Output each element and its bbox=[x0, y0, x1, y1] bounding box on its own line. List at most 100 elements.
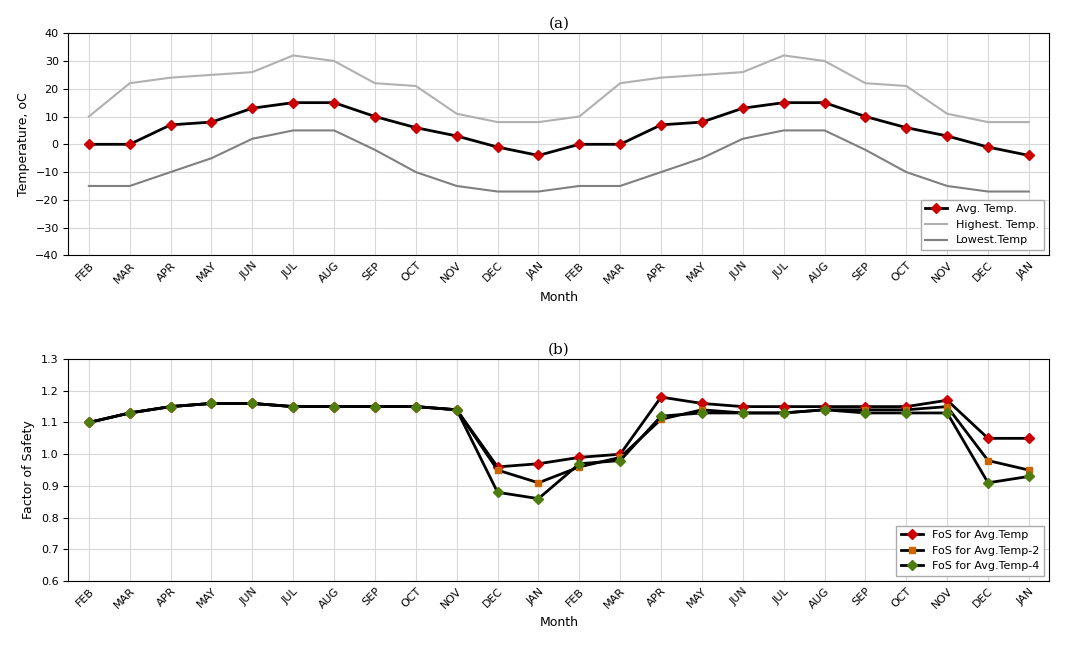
Line: FoS for Avg.Temp: FoS for Avg.Temp bbox=[85, 393, 1032, 470]
Lowest.Temp bbox=[614, 182, 627, 190]
FoS for Avg.Temp-4 bbox=[327, 402, 340, 410]
FoS for Avg.Temp bbox=[532, 460, 545, 468]
Avg. Temp. bbox=[409, 124, 422, 132]
FoS for Avg.Temp-4 bbox=[409, 402, 422, 410]
Lowest.Temp bbox=[369, 146, 382, 154]
Avg. Temp. bbox=[695, 118, 708, 126]
Line: Avg. Temp.: Avg. Temp. bbox=[85, 99, 1032, 159]
Lowest.Temp bbox=[695, 154, 708, 162]
FoS for Avg.Temp-4 bbox=[777, 409, 790, 417]
Avg. Temp. bbox=[369, 112, 382, 120]
Avg. Temp. bbox=[327, 99, 340, 107]
FoS for Avg.Temp-2 bbox=[655, 415, 667, 423]
Highest. Temp. bbox=[655, 74, 667, 81]
Avg. Temp. bbox=[164, 121, 177, 129]
Avg. Temp. bbox=[941, 132, 954, 140]
FoS for Avg.Temp bbox=[695, 400, 708, 408]
Avg. Temp. bbox=[859, 112, 872, 120]
FoS for Avg.Temp-2 bbox=[532, 479, 545, 486]
FoS for Avg.Temp-2 bbox=[614, 453, 627, 461]
FoS for Avg.Temp bbox=[450, 406, 463, 413]
FoS for Avg.Temp bbox=[572, 453, 585, 461]
FoS for Avg.Temp-4 bbox=[818, 406, 830, 413]
FoS for Avg.Temp-2 bbox=[287, 402, 300, 410]
FoS for Avg.Temp-2 bbox=[982, 457, 995, 464]
FoS for Avg.Temp-2 bbox=[450, 406, 463, 413]
FoS for Avg.Temp bbox=[409, 402, 422, 410]
Lowest.Temp bbox=[327, 127, 340, 134]
Avg. Temp. bbox=[614, 140, 627, 148]
Lowest.Temp bbox=[982, 187, 995, 195]
FoS for Avg.Temp bbox=[246, 400, 259, 408]
Highest. Temp. bbox=[941, 110, 954, 118]
Lowest.Temp bbox=[205, 154, 217, 162]
FoS for Avg.Temp-2 bbox=[205, 400, 217, 408]
Highest. Temp. bbox=[491, 118, 504, 126]
Highest. Temp. bbox=[205, 71, 217, 79]
FoS for Avg.Temp bbox=[900, 402, 912, 410]
Lowest.Temp bbox=[777, 127, 790, 134]
FoS for Avg.Temp bbox=[614, 450, 627, 458]
FoS for Avg.Temp-4 bbox=[737, 409, 749, 417]
Highest. Temp. bbox=[900, 82, 912, 90]
Highest. Temp. bbox=[164, 74, 177, 81]
Highest. Temp. bbox=[737, 68, 749, 76]
FoS for Avg.Temp-2 bbox=[777, 409, 790, 417]
FoS for Avg.Temp bbox=[859, 402, 872, 410]
Lowest.Temp bbox=[572, 182, 585, 190]
Avg. Temp. bbox=[655, 121, 667, 129]
FoS for Avg.Temp bbox=[982, 435, 995, 443]
Lowest.Temp bbox=[737, 135, 749, 143]
FoS for Avg.Temp-2 bbox=[246, 400, 259, 408]
Highest. Temp. bbox=[409, 82, 422, 90]
FoS for Avg.Temp-2 bbox=[737, 409, 749, 417]
X-axis label: Month: Month bbox=[539, 291, 579, 304]
Highest. Temp. bbox=[124, 79, 136, 87]
FoS for Avg.Temp-4 bbox=[532, 495, 545, 503]
FoS for Avg.Temp bbox=[818, 402, 830, 410]
FoS for Avg.Temp-4 bbox=[124, 409, 136, 417]
FoS for Avg.Temp-2 bbox=[941, 402, 954, 410]
Y-axis label: Temperature, oC: Temperature, oC bbox=[17, 92, 30, 196]
Highest. Temp. bbox=[246, 68, 259, 76]
Highest. Temp. bbox=[982, 118, 995, 126]
Avg. Temp. bbox=[777, 99, 790, 107]
Highest. Temp. bbox=[695, 71, 708, 79]
FoS for Avg.Temp-2 bbox=[1022, 466, 1035, 474]
Highest. Temp. bbox=[859, 79, 872, 87]
FoS for Avg.Temp bbox=[655, 393, 667, 401]
FoS for Avg.Temp-2 bbox=[572, 463, 585, 471]
Lowest.Temp bbox=[287, 127, 300, 134]
Lowest.Temp bbox=[124, 182, 136, 190]
Highest. Temp. bbox=[818, 57, 830, 65]
FoS for Avg.Temp-2 bbox=[900, 406, 912, 413]
Lowest.Temp bbox=[532, 187, 545, 195]
FoS for Avg.Temp bbox=[491, 463, 504, 471]
Y-axis label: Factor of Safety: Factor of Safety bbox=[22, 421, 35, 519]
Lowest.Temp bbox=[246, 135, 259, 143]
Highest. Temp. bbox=[1022, 118, 1035, 126]
Highest. Temp. bbox=[287, 52, 300, 59]
Lowest.Temp bbox=[859, 146, 872, 154]
Lowest.Temp bbox=[900, 168, 912, 176]
Line: FoS for Avg.Temp-4: FoS for Avg.Temp-4 bbox=[85, 400, 1032, 502]
FoS for Avg.Temp-4 bbox=[900, 409, 912, 417]
Highest. Temp. bbox=[82, 112, 95, 120]
Lowest.Temp bbox=[164, 168, 177, 176]
Lowest.Temp bbox=[655, 168, 667, 176]
Highest. Temp. bbox=[614, 79, 627, 87]
FoS for Avg.Temp-2 bbox=[818, 406, 830, 413]
FoS for Avg.Temp-2 bbox=[695, 406, 708, 413]
FoS for Avg.Temp bbox=[287, 402, 300, 410]
Avg. Temp. bbox=[205, 118, 217, 126]
FoS for Avg.Temp-4 bbox=[655, 412, 667, 420]
FoS for Avg.Temp-2 bbox=[164, 402, 177, 410]
FoS for Avg.Temp-4 bbox=[941, 409, 954, 417]
Avg. Temp. bbox=[818, 99, 830, 107]
FoS for Avg.Temp-2 bbox=[369, 402, 382, 410]
FoS for Avg.Temp bbox=[941, 397, 954, 404]
Line: Lowest.Temp: Lowest.Temp bbox=[88, 130, 1029, 191]
FoS for Avg.Temp-4 bbox=[859, 409, 872, 417]
Avg. Temp. bbox=[246, 104, 259, 112]
Highest. Temp. bbox=[572, 112, 585, 120]
